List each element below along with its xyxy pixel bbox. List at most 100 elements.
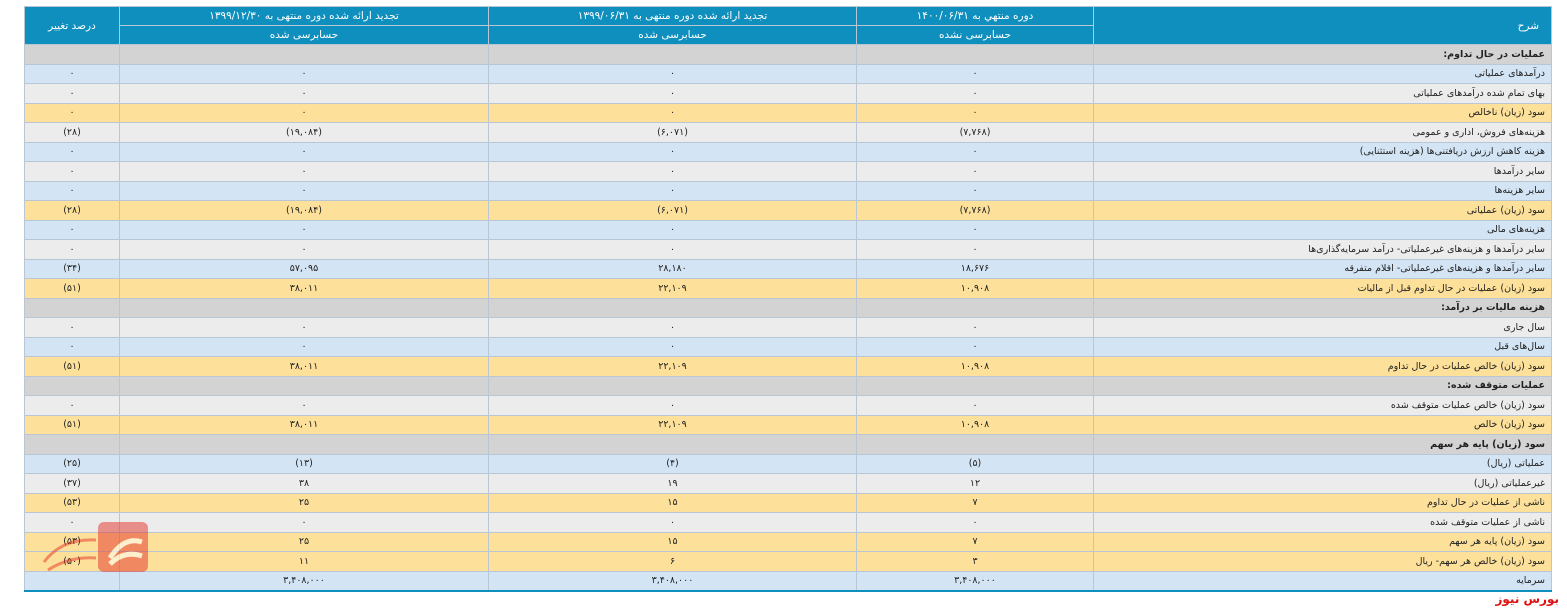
change-percent-cell: ۰ <box>24 102 120 123</box>
table-row: ۰ ۰ ۰ ۰ سال جاری <box>24 317 1552 338</box>
financial-statement-table: درصد تغییر تجدید ارائه شده دوره منتهی به… <box>24 6 1552 592</box>
row-description: سود (زیان) خالص هر سهم- ریال <box>1093 551 1552 572</box>
header-audit-status-3: حسابرسی شده <box>119 25 489 45</box>
value-1399-06-31-cell: ۰ <box>488 317 857 338</box>
value-1399-06-31-cell: (۶,۰۷۱) <box>488 122 857 143</box>
change-percent-cell: (۲۵) <box>24 453 120 474</box>
table-row: (۲۵) (۱۳) (۴) (۵) عملیاتی (ریال) <box>24 453 1552 474</box>
value-1399-06-31-cell <box>488 44 857 65</box>
value-1399-06-31-cell: ۶ <box>488 551 857 572</box>
row-description: سود (زیان) خالص عملیات متوقف شده <box>1093 395 1552 416</box>
change-percent-cell: (۲۸) <box>24 200 120 221</box>
value-1400-06-31-cell: ۰ <box>856 102 1094 123</box>
section-header-row: عملیات در حال تداوم: <box>24 44 1552 65</box>
value-1399-12-30-cell: ۱۱ <box>119 551 489 572</box>
value-1400-06-31-cell: ۰ <box>856 239 1094 260</box>
value-1399-12-30-cell: ۰ <box>119 512 489 533</box>
table-row: (۲۸) (۱۹,۰۸۴) (۶,۰۷۱) (۷,۷۶۸) سود (زیان) عمل… <box>24 200 1552 221</box>
value-1399-06-31-cell: ۲۲,۱۰۹ <box>488 356 857 377</box>
table-row: ۰ ۰ ۰ ۰ هزینه‌های مالی <box>24 219 1552 240</box>
change-percent-cell <box>24 297 120 318</box>
value-1399-06-31-cell: ۰ <box>488 180 857 201</box>
value-1400-06-31-cell: ۰ <box>856 317 1094 338</box>
table-row: ۰ ۰ ۰ ۰ سایر هزینه‌ها <box>24 180 1552 201</box>
value-1399-06-31-cell: ۱۵ <box>488 492 857 513</box>
value-1400-06-31-cell: ۱۰,۹۰۸ <box>856 414 1094 435</box>
header-change-percent: درصد تغییر <box>24 6 120 45</box>
value-1399-12-30-cell: ۰ <box>119 141 489 162</box>
value-1399-12-30-cell: ۰ <box>119 180 489 201</box>
value-1399-12-30-cell: ۲۵ <box>119 492 489 513</box>
value-1399-12-30-cell: ۳۸,۰۱۱ <box>119 278 489 299</box>
value-1399-06-31-cell: ۰ <box>488 395 857 416</box>
value-1399-12-30-cell: ۳۸ <box>119 473 489 494</box>
change-percent-cell: ۰ <box>24 317 120 338</box>
row-description: سود (زیان) خالص <box>1093 414 1552 435</box>
change-percent-cell: ۰ <box>24 63 120 84</box>
value-1400-06-31-cell: (۷,۷۶۸) <box>856 122 1094 143</box>
table-row: (۲۸) (۱۹,۰۸۴) (۶,۰۷۱) (۷,۷۶۸) هزینه‌های فروش… <box>24 122 1552 143</box>
value-1399-06-31-cell: ۲۲,۱۰۹ <box>488 278 857 299</box>
value-1399-12-30-cell: (۱۹,۰۸۴) <box>119 200 489 221</box>
value-1399-12-30-cell: ۳۸,۰۱۱ <box>119 356 489 377</box>
value-1400-06-31-cell: (۷,۷۶۸) <box>856 200 1094 221</box>
value-1400-06-31-cell: ۰ <box>856 63 1094 84</box>
value-1399-06-31-cell: ۰ <box>488 219 857 240</box>
header-period-1399-12-30: تجدید ارائه شده دوره منتهی به ۱۳۹۹/۱۲/۳۰ <box>119 6 489 26</box>
value-1399-12-30-cell: ۰ <box>119 219 489 240</box>
change-percent-cell: ۰ <box>24 219 120 240</box>
value-1399-06-31-cell: (۶,۰۷۱) <box>488 200 857 221</box>
row-description: سود (زیان) خالص عملیات در حال تداوم <box>1093 356 1552 377</box>
change-percent-cell: ۰ <box>24 336 120 357</box>
row-description: سایر هزینه‌ها <box>1093 180 1552 201</box>
value-1399-12-30-cell: ۰ <box>119 161 489 182</box>
value-1399-12-30-cell: ۰ <box>119 317 489 338</box>
table-row: ۰ ۰ ۰ ۰ سود (زیان) خالص عملیات متوقف شده <box>24 395 1552 416</box>
header-period-1400-06-31: دوره منتهي به ۱۴۰۰/۰۶/۳۱ <box>856 6 1094 26</box>
change-percent-cell: (۵۱) <box>24 414 120 435</box>
value-1399-06-31-cell: ۰ <box>488 336 857 357</box>
value-1400-06-31-cell: ۱۲ <box>856 473 1094 494</box>
table-row: (۵۳) ۲۵ ۱۵ ۷ ناشی از عملیات در حال تداوم <box>24 492 1552 513</box>
value-1399-06-31-cell: ۰ <box>488 102 857 123</box>
table-row: ۳,۴۰۸,۰۰۰ ۳,۴۰۸,۰۰۰ ۳,۴۰۸,۰۰۰ سرمایه <box>24 570 1552 592</box>
row-description: سال جاری <box>1093 317 1552 338</box>
row-description: عملیاتی (ریال) <box>1093 453 1552 474</box>
section-header-row: هزینه مالیات بر درآمد: <box>24 297 1552 318</box>
value-1400-06-31-cell: ۰ <box>856 83 1094 104</box>
table-row: ۰ ۰ ۰ ۰ سایر درآمدها <box>24 161 1552 182</box>
value-1399-06-31-cell: ۱۵ <box>488 531 857 552</box>
value-1399-12-30-cell: ۰ <box>119 83 489 104</box>
change-percent-cell: (۳۴) <box>24 258 120 279</box>
value-1400-06-31-cell <box>856 297 1094 318</box>
row-description: سود (زیان) ناخالص <box>1093 102 1552 123</box>
value-1400-06-31-cell: ۰ <box>856 219 1094 240</box>
value-1400-06-31-cell: ۱۰,۹۰۸ <box>856 356 1094 377</box>
row-description: درآمدهای عملیاتی <box>1093 63 1552 84</box>
row-description: هزینه مالیات بر درآمد: <box>1093 297 1552 318</box>
change-percent-cell: (۳۷) <box>24 473 120 494</box>
change-percent-cell: ۰ <box>24 395 120 416</box>
value-1399-12-30-cell <box>119 44 489 65</box>
row-description: هزینه‌های مالی <box>1093 219 1552 240</box>
header-description: شرح <box>1093 6 1552 45</box>
table-row: ۰ ۰ ۰ ۰ ناشی از عملیات متوقف شده <box>24 512 1552 533</box>
change-percent-cell: (۵۱) <box>24 278 120 299</box>
change-percent-cell <box>24 375 120 396</box>
row-description: ناشی از عملیات متوقف شده <box>1093 512 1552 533</box>
value-1399-06-31-cell: ۰ <box>488 161 857 182</box>
value-1400-06-31-cell: (۵) <box>856 453 1094 474</box>
value-1399-06-31-cell: (۴) <box>488 453 857 474</box>
footer-logo-text: بورس نیوز <box>1495 592 1559 606</box>
value-1399-06-31-cell: ۲۲,۱۰۹ <box>488 414 857 435</box>
value-1399-12-30-cell: (۱۳) <box>119 453 489 474</box>
value-1399-12-30-cell: ۰ <box>119 102 489 123</box>
row-description: هزینه‌های فروش، اداری و عمومی <box>1093 122 1552 143</box>
table-row: ۰ ۰ ۰ ۰ درآمدهای عملیاتی <box>24 63 1552 84</box>
change-percent-cell: ۰ <box>24 141 120 162</box>
table-row: (۵۱) ۳۸,۰۱۱ ۲۲,۱۰۹ ۱۰,۹۰۸ سود (زیان) خالص <box>24 414 1552 435</box>
row-description: سود (زیان) پایه هر سهم <box>1093 531 1552 552</box>
value-1399-06-31-cell: ۰ <box>488 63 857 84</box>
value-1400-06-31-cell: ۳ <box>856 551 1094 572</box>
bourse-news-watermark-logo <box>42 522 148 572</box>
